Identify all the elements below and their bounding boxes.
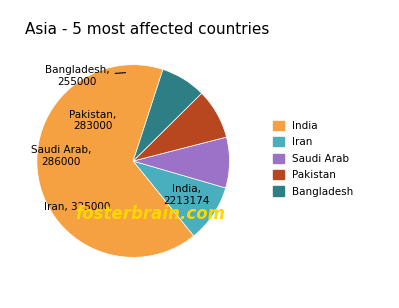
Wedge shape bbox=[133, 69, 201, 161]
Text: fosterbrain.com: fosterbrain.com bbox=[75, 205, 225, 223]
Text: Pakistan,
283000: Pakistan, 283000 bbox=[69, 110, 117, 132]
Text: Saudi Arab,
286000: Saudi Arab, 286000 bbox=[31, 145, 91, 167]
Legend: India, Iran, Saudi Arab, Pakistan, Bangladesh: India, Iran, Saudi Arab, Pakistan, Bangl… bbox=[270, 117, 356, 200]
Wedge shape bbox=[37, 65, 194, 257]
Text: Iran, 325000: Iran, 325000 bbox=[44, 202, 111, 212]
Wedge shape bbox=[133, 93, 227, 161]
Wedge shape bbox=[133, 161, 226, 236]
Title: Asia - 5 most affected countries: Asia - 5 most affected countries bbox=[26, 22, 270, 37]
Wedge shape bbox=[133, 137, 229, 188]
Text: India,
2213174: India, 2213174 bbox=[163, 184, 209, 205]
Text: Bangladesh,
255000: Bangladesh, 255000 bbox=[45, 66, 126, 87]
